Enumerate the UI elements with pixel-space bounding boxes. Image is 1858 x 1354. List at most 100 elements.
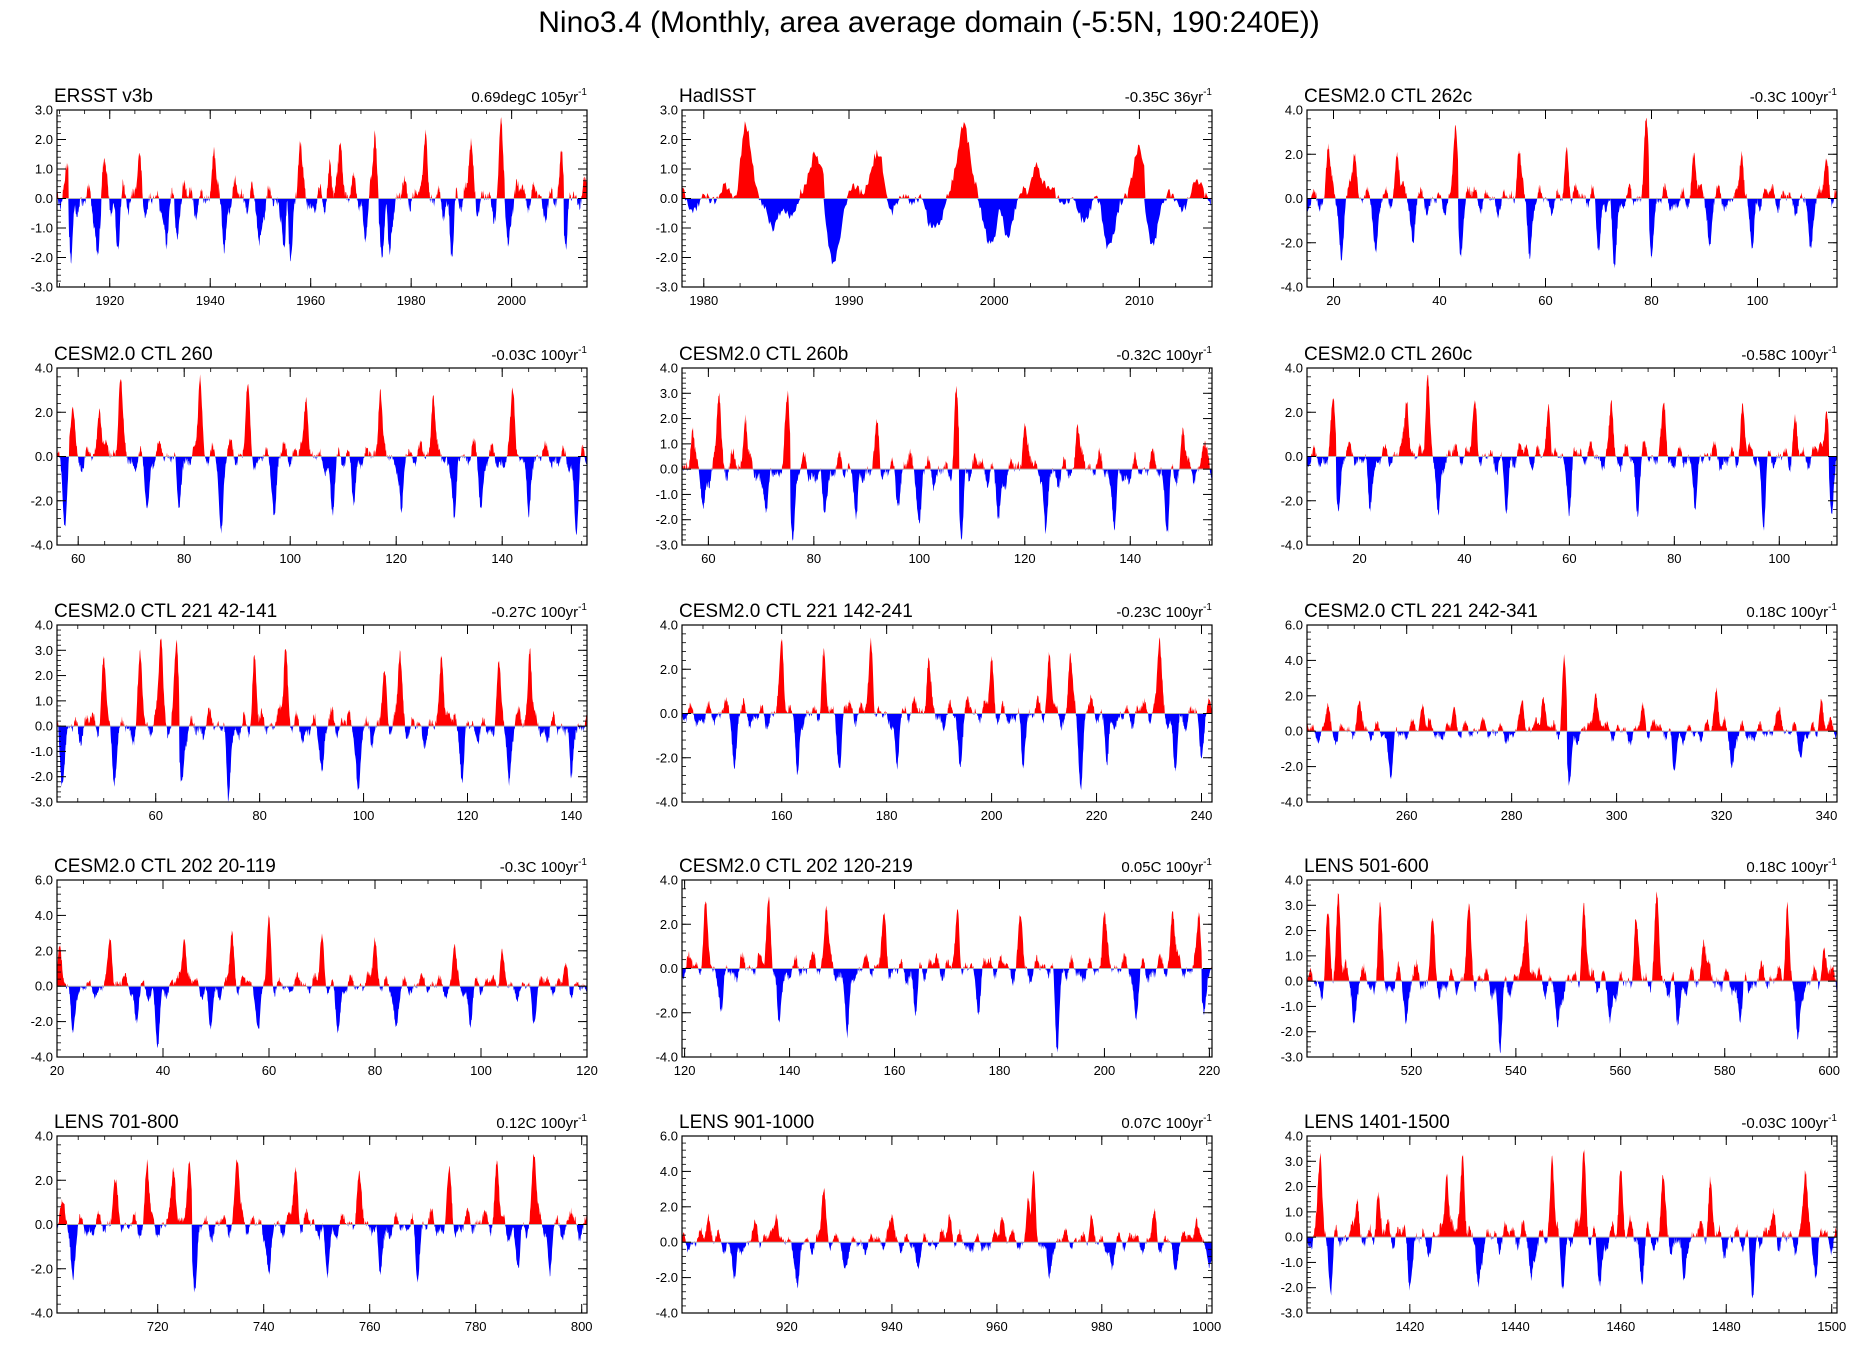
y-tick-label: 1.0 <box>35 162 53 177</box>
x-tick-label: 60 <box>1562 551 1576 566</box>
y-tick-label: 2.0 <box>1285 405 1303 420</box>
y-tick-label: -1.0 <box>656 221 678 236</box>
x-tick-label: 120 <box>576 1063 598 1078</box>
y-tick-label: 3.0 <box>35 643 53 658</box>
panel-7: -3.0 -2.0 -1.0 0.0 1.0 2.0 3.0 4.0 60 80 100 120 140… <box>31 601 588 823</box>
y-tick-label: 2.0 <box>1285 688 1303 703</box>
y-tick-label: 0.0 <box>660 191 678 206</box>
x-tick-label: 1420 <box>1395 1319 1424 1334</box>
y-tick-label: 1.0 <box>660 162 678 177</box>
y-tick-label: -2.0 <box>31 250 53 265</box>
y-tick-label: 3.0 <box>1285 1154 1303 1169</box>
y-tick-label: -3.0 <box>656 538 678 553</box>
x-tick-label: 100 <box>908 551 930 566</box>
y-tick-label: 0.0 <box>660 961 678 976</box>
y-tick-label: -3.0 <box>1281 1050 1303 1065</box>
y-tick-label: 4.0 <box>35 361 53 376</box>
panel-title: CESM2.0 CTL 262c <box>1304 86 1472 107</box>
panel-12: -3.0 -2.0 -1.0 0.0 1.0 2.0 3.0 4.0 520 540 560 580 6… <box>1281 856 1840 1078</box>
x-tick-label: 60 <box>1538 293 1552 308</box>
panel-title: CESM2.0 CTL 260c <box>1304 344 1472 365</box>
plot-frame <box>1306 624 1838 803</box>
x-tick-label: 60 <box>71 551 85 566</box>
x-tick-label: 580 <box>1714 1063 1736 1078</box>
y-tick-label: -2.0 <box>1281 1280 1303 1295</box>
positive-anomaly-area <box>1307 654 1837 732</box>
y-tick-label: 4.0 <box>1285 103 1303 118</box>
y-tick-label: 4.0 <box>660 618 678 633</box>
y-tick-label: 0.0 <box>1285 191 1303 206</box>
panel-5: -3.0 -2.0 -1.0 0.0 1.0 2.0 3.0 4.0 60 80 100 120 140… <box>656 344 1213 566</box>
y-tick-label: 0.0 <box>35 979 53 994</box>
plot-frame <box>1306 879 1838 1058</box>
negative-anomaly-area <box>57 1224 587 1293</box>
negative-anomaly-area <box>57 726 587 802</box>
x-tick-label: 180 <box>989 1063 1011 1078</box>
panel-title: CESM2.0 CTL 221 42-141 <box>54 601 277 622</box>
x-tick-label: 20 <box>50 1063 64 1078</box>
panel-14: -4.0 -2.0 0.0 2.0 4.0 6.0 920 940 960 980 1000 LENS… <box>656 1112 1222 1334</box>
x-tick-label: 40 <box>156 1063 170 1078</box>
y-tick-label: -4.0 <box>31 538 53 553</box>
y-tick-label: 1.0 <box>660 436 678 451</box>
y-tick-label: -3.0 <box>31 795 53 810</box>
y-tick-label: 0.0 <box>1285 724 1303 739</box>
positive-anomaly-area <box>682 1170 1212 1243</box>
y-tick-label: 4.0 <box>1285 361 1303 376</box>
positive-anomaly-area <box>57 914 587 987</box>
x-tick-label: 140 <box>1119 551 1141 566</box>
negative-anomaly-area <box>1307 731 1837 786</box>
y-tick-label: -1.0 <box>31 744 53 759</box>
y-tick-label: 4.0 <box>1285 873 1303 888</box>
trend-label: 0.07C 100yr-1 <box>1121 1113 1212 1132</box>
y-tick-label: -3.0 <box>1281 1306 1303 1321</box>
y-tick-label: -4.0 <box>1281 538 1303 553</box>
y-tick-label: 0.0 <box>660 706 678 721</box>
x-tick-label: 300 <box>1606 808 1628 823</box>
y-tick-label: 2.0 <box>660 1199 678 1214</box>
negative-anomaly-area <box>682 1242 1212 1289</box>
panel-title: LENS 701-800 <box>54 1112 179 1133</box>
y-tick-label: -1.0 <box>656 487 678 502</box>
y-tick-label: 2.0 <box>660 917 678 932</box>
x-tick-label: 140 <box>779 1063 801 1078</box>
panel-title: HadISST <box>679 86 756 107</box>
y-tick-label: 0.0 <box>1285 974 1303 989</box>
x-tick-label: 1440 <box>1501 1319 1530 1334</box>
panel-4: -4.0 -2.0 0.0 2.0 4.0 60 80 100 120 140 CESM2.0 CT… <box>31 344 588 566</box>
y-tick-label: -2.0 <box>1281 1024 1303 1039</box>
positive-anomaly-area <box>57 374 587 457</box>
x-tick-label: 1960 <box>296 293 325 308</box>
positive-anomaly-area <box>57 117 587 199</box>
x-tick-label: 780 <box>465 1319 487 1334</box>
x-tick-label: 220 <box>1199 1063 1221 1078</box>
panel-title: LENS 1401-1500 <box>1304 1112 1450 1133</box>
x-tick-label: 100 <box>279 551 301 566</box>
x-tick-label: 740 <box>253 1319 275 1334</box>
negative-anomaly-area <box>57 456 587 536</box>
figure-title: Nino3.4 (Monthly, area average domain (-… <box>538 6 1320 39</box>
positive-anomaly-area <box>1307 891 1837 982</box>
y-tick-label: -4.0 <box>31 1306 53 1321</box>
y-tick-label: 2.0 <box>35 1173 53 1188</box>
y-tick-label: 2.0 <box>1285 147 1303 162</box>
x-tick-label: 80 <box>177 551 191 566</box>
positive-anomaly-area <box>1307 1149 1837 1238</box>
y-tick-label: -2.0 <box>31 1261 53 1276</box>
x-tick-label: 80 <box>368 1063 382 1078</box>
positive-anomaly-area <box>682 896 1212 969</box>
y-tick-label: 1.0 <box>1285 948 1303 963</box>
y-tick-label: 3.0 <box>660 386 678 401</box>
y-tick-label: -2.0 <box>656 1270 678 1285</box>
y-tick-label: 4.0 <box>660 1164 678 1179</box>
y-tick-label: 4.0 <box>1285 653 1303 668</box>
x-tick-label: 2010 <box>1125 293 1154 308</box>
y-tick-label: 0.0 <box>1285 1230 1303 1245</box>
x-tick-label: 120 <box>457 808 479 823</box>
y-tick-label: -2.0 <box>656 750 678 765</box>
panel-13: -4.0 -2.0 0.0 2.0 4.0 720 740 760 780 800 LENS 701… <box>31 1112 593 1334</box>
trend-label: -0.3C 100yr-1 <box>500 857 588 876</box>
x-tick-label: 140 <box>491 551 513 566</box>
x-tick-label: 60 <box>262 1063 276 1078</box>
y-tick-label: 4.0 <box>35 908 53 923</box>
